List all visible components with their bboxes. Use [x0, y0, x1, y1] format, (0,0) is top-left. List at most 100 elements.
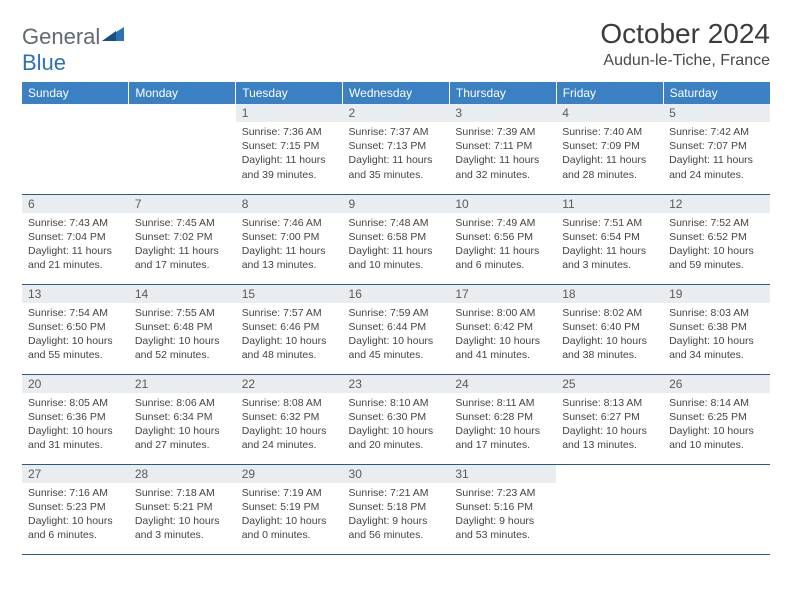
- sunrise-text: Sunrise: 8:02 AM: [562, 306, 657, 320]
- day-details: Sunrise: 8:10 AMSunset: 6:30 PMDaylight:…: [343, 393, 450, 457]
- calendar-day-cell: 24 Sunrise: 8:11 AMSunset: 6:28 PMDayligh…: [449, 374, 556, 464]
- sunrise-text: Sunrise: 8:05 AM: [28, 396, 123, 410]
- daylight-text-1: Daylight: 11 hours: [242, 244, 337, 258]
- sunset-text: Sunset: 7:09 PM: [562, 139, 657, 153]
- daylight-text-1: Daylight: 10 hours: [669, 334, 764, 348]
- day-number: 24: [449, 375, 556, 393]
- daylight-text-2: and 10 minutes.: [669, 438, 764, 452]
- sunrise-text: Sunrise: 8:03 AM: [669, 306, 764, 320]
- sunrise-text: Sunrise: 8:11 AM: [455, 396, 550, 410]
- calendar-week-row: ....1Sunrise: 7:36 AMSunset: 7:15 PMDayl…: [22, 104, 770, 194]
- daylight-text-1: Daylight: 9 hours: [349, 514, 444, 528]
- sunset-text: Sunset: 6:50 PM: [28, 320, 123, 334]
- sunset-text: Sunset: 5:16 PM: [455, 500, 550, 514]
- sunrise-text: Sunrise: 7:23 AM: [455, 486, 550, 500]
- calendar-day-cell: 14Sunrise: 7:55 AMSunset: 6:48 PMDayligh…: [129, 284, 236, 374]
- day-number: 9: [343, 195, 450, 213]
- weekday-header: Friday: [556, 82, 663, 104]
- day-details: Sunrise: 7:42 AMSunset: 7:07 PMDaylight:…: [663, 122, 770, 186]
- sunset-text: Sunset: 6:30 PM: [349, 410, 444, 424]
- sunrise-text: Sunrise: 7:57 AM: [242, 306, 337, 320]
- day-number: 5: [663, 104, 770, 122]
- day-number: 13: [22, 285, 129, 303]
- sunrise-text: Sunrise: 7:18 AM: [135, 486, 230, 500]
- day-details: Sunrise: 7:37 AMSunset: 7:13 PMDaylight:…: [343, 122, 450, 186]
- calendar-body: ....1Sunrise: 7:36 AMSunset: 7:15 PMDayl…: [22, 104, 770, 554]
- sunset-text: Sunset: 6:48 PM: [135, 320, 230, 334]
- sunset-text: Sunset: 6:28 PM: [455, 410, 550, 424]
- sunrise-text: Sunrise: 7:21 AM: [349, 486, 444, 500]
- sunset-text: Sunset: 6:27 PM: [562, 410, 657, 424]
- calendar-day-cell: 17Sunrise: 8:00 AMSunset: 6:42 PMDayligh…: [449, 284, 556, 374]
- daylight-text-1: Daylight: 10 hours: [28, 334, 123, 348]
- day-details: Sunrise: 8:03 AMSunset: 6:38 PMDaylight:…: [663, 303, 770, 367]
- calendar-week-row: 6Sunrise: 7:43 AMSunset: 7:04 PMDaylight…: [22, 194, 770, 284]
- daylight-text-1: Daylight: 10 hours: [669, 244, 764, 258]
- sunset-text: Sunset: 7:11 PM: [455, 139, 550, 153]
- weekday-header: Monday: [129, 82, 236, 104]
- sunset-text: Sunset: 7:15 PM: [242, 139, 337, 153]
- daylight-text-2: and 6 minutes.: [455, 258, 550, 272]
- location: Audun-le-Tiche, France: [600, 52, 770, 70]
- daylight-text-2: and 13 minutes.: [562, 438, 657, 452]
- daylight-text-2: and 52 minutes.: [135, 348, 230, 362]
- day-number: 28: [129, 465, 236, 483]
- day-number: 31: [449, 465, 556, 483]
- header: GeneralBlue October 2024 Audun-le-Tiche,…: [22, 18, 770, 76]
- sunrise-text: Sunrise: 7:43 AM: [28, 216, 123, 230]
- day-number: 19: [663, 285, 770, 303]
- calendar-day-cell: 20Sunrise: 8:05 AMSunset: 6:36 PMDayligh…: [22, 374, 129, 464]
- calendar-day-cell: 6Sunrise: 7:43 AMSunset: 7:04 PMDaylight…: [22, 194, 129, 284]
- sunrise-text: Sunrise: 7:45 AM: [135, 216, 230, 230]
- sunset-text: Sunset: 7:07 PM: [669, 139, 764, 153]
- daylight-text-1: Daylight: 10 hours: [455, 424, 550, 438]
- daylight-text-1: Daylight: 11 hours: [562, 244, 657, 258]
- sunrise-text: Sunrise: 8:00 AM: [455, 306, 550, 320]
- day-number: 4: [556, 104, 663, 122]
- daylight-text-1: Daylight: 11 hours: [455, 153, 550, 167]
- calendar-day-cell: 26Sunrise: 8:14 AMSunset: 6:25 PMDayligh…: [663, 374, 770, 464]
- daylight-text-1: Daylight: 11 hours: [28, 244, 123, 258]
- brand-part1: General: [22, 24, 100, 49]
- sunrise-text: Sunrise: 7:54 AM: [28, 306, 123, 320]
- brand-logo: GeneralBlue: [22, 24, 124, 76]
- sunset-text: Sunset: 6:25 PM: [669, 410, 764, 424]
- day-number: 14: [129, 285, 236, 303]
- daylight-text-1: Daylight: 10 hours: [562, 424, 657, 438]
- calendar-day-cell: 23Sunrise: 8:10 AMSunset: 6:30 PMDayligh…: [343, 374, 450, 464]
- daylight-text-1: Daylight: 10 hours: [562, 334, 657, 348]
- day-details: Sunrise: 7:54 AMSunset: 6:50 PMDaylight:…: [22, 303, 129, 367]
- daylight-text-2: and 35 minutes.: [349, 168, 444, 182]
- day-number: 17: [449, 285, 556, 303]
- day-details: Sunrise: 7:19 AMSunset: 5:19 PMDaylight:…: [236, 483, 343, 547]
- calendar-day-cell: 10Sunrise: 7:49 AMSunset: 6:56 PMDayligh…: [449, 194, 556, 284]
- sunset-text: Sunset: 5:23 PM: [28, 500, 123, 514]
- weekday-header: Sunday: [22, 82, 129, 104]
- calendar-day-cell: 5Sunrise: 7:42 AMSunset: 7:07 PMDaylight…: [663, 104, 770, 194]
- sunrise-text: Sunrise: 7:40 AM: [562, 125, 657, 139]
- sunrise-text: Sunrise: 7:59 AM: [349, 306, 444, 320]
- sunset-text: Sunset: 6:32 PM: [242, 410, 337, 424]
- daylight-text-2: and 24 minutes.: [669, 168, 764, 182]
- daylight-text-1: Daylight: 11 hours: [349, 153, 444, 167]
- calendar-day-cell: 16Sunrise: 7:59 AMSunset: 6:44 PMDayligh…: [343, 284, 450, 374]
- brand-part2: Blue: [22, 50, 66, 75]
- day-number: 7: [129, 195, 236, 213]
- day-number: 10: [449, 195, 556, 213]
- day-number: 11: [556, 195, 663, 213]
- sunset-text: Sunset: 6:58 PM: [349, 230, 444, 244]
- calendar-day-cell: 12Sunrise: 7:52 AMSunset: 6:52 PMDayligh…: [663, 194, 770, 284]
- sunrise-text: Sunrise: 8:06 AM: [135, 396, 230, 410]
- day-details: Sunrise: 7:48 AMSunset: 6:58 PMDaylight:…: [343, 213, 450, 277]
- daylight-text-1: Daylight: 10 hours: [242, 424, 337, 438]
- day-details: Sunrise: 8:00 AMSunset: 6:42 PMDaylight:…: [449, 303, 556, 367]
- sunrise-text: Sunrise: 8:14 AM: [669, 396, 764, 410]
- day-details: Sunrise: 7:49 AMSunset: 6:56 PMDaylight:…: [449, 213, 556, 277]
- calendar-day-cell: 11Sunrise: 7:51 AMSunset: 6:54 PMDayligh…: [556, 194, 663, 284]
- day-details: Sunrise: 8:02 AMSunset: 6:40 PMDaylight:…: [556, 303, 663, 367]
- daylight-text-2: and 3 minutes.: [562, 258, 657, 272]
- calendar-day-cell: ..: [22, 104, 129, 194]
- daylight-text-2: and 17 minutes.: [135, 258, 230, 272]
- sunset-text: Sunset: 6:56 PM: [455, 230, 550, 244]
- month-title: October 2024: [600, 18, 770, 50]
